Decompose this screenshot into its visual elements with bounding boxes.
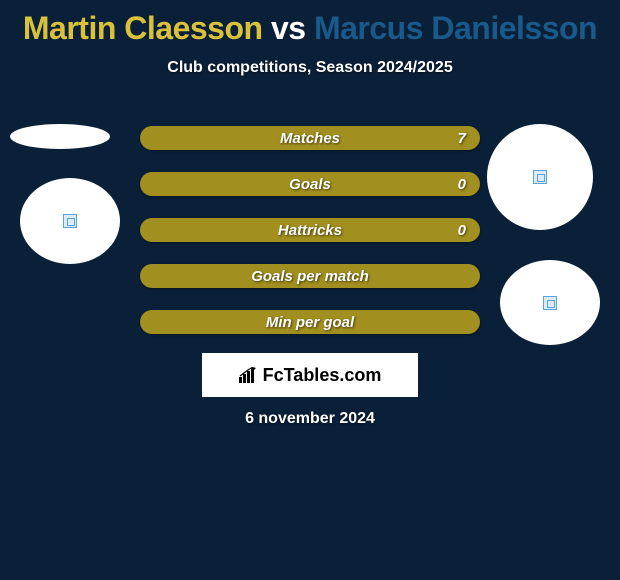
player1-name: Martin Claesson: [23, 10, 263, 46]
decorative-ellipse: [10, 124, 110, 149]
stat-label: Goals: [289, 176, 331, 193]
image-placeholder-icon: [63, 214, 77, 228]
image-placeholder-icon: [533, 170, 547, 184]
player-avatar-top-right: [487, 124, 593, 230]
stat-label: Goals per match: [251, 268, 369, 285]
comparison-title: Martin Claesson vs Marcus Danielsson: [0, 0, 620, 47]
stat-label: Min per goal: [266, 314, 354, 331]
stat-bars: Matches 7 Goals 0 Hattricks 0 Goals per …: [140, 126, 480, 356]
stat-row-hattricks: Hattricks 0: [140, 218, 480, 242]
image-placeholder-icon: [543, 296, 557, 310]
stat-value: 7: [458, 130, 466, 147]
vs-separator: vs: [271, 10, 306, 46]
stat-value: 0: [458, 222, 466, 239]
stat-row-goals-per-match: Goals per match: [140, 264, 480, 288]
date: 6 november 2024: [0, 410, 620, 428]
player-avatar-left: [20, 178, 120, 264]
stat-label: Hattricks: [278, 222, 342, 239]
stat-row-goals: Goals 0: [140, 172, 480, 196]
bar-chart-icon: [239, 367, 259, 383]
stat-value: 0: [458, 176, 466, 193]
logo-text: FcTables.com: [263, 365, 382, 386]
logo: FcTables.com: [239, 365, 382, 386]
stat-row-min-per-goal: Min per goal: [140, 310, 480, 334]
stat-label: Matches: [280, 130, 340, 147]
subtitle: Club competitions, Season 2024/2025: [0, 59, 620, 77]
logo-box: FcTables.com: [202, 353, 418, 397]
player2-name: Marcus Danielsson: [314, 10, 597, 46]
player-avatar-bottom-right: [500, 260, 600, 345]
stat-row-matches: Matches 7: [140, 126, 480, 150]
